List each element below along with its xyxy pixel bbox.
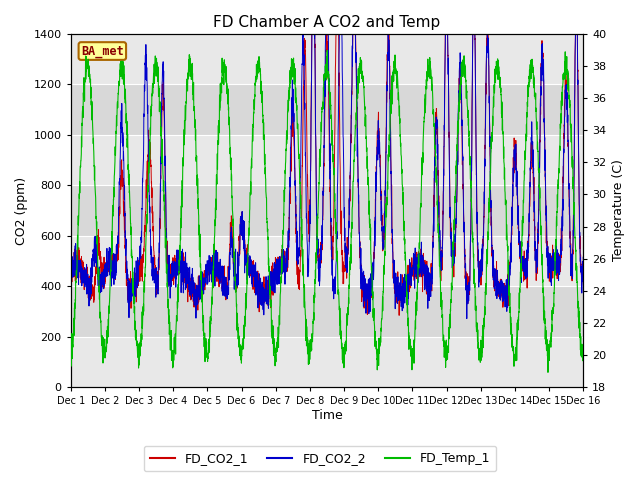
Title: FD Chamber A CO2 and Temp: FD Chamber A CO2 and Temp [213,15,440,30]
Bar [70,135,583,185]
Bar [70,336,583,387]
X-axis label: Time: Time [312,409,342,422]
Bar [70,34,583,84]
Text: BA_met: BA_met [81,45,124,58]
Y-axis label: CO2 (ppm): CO2 (ppm) [15,177,28,244]
Legend: FD_CO2_1, FD_CO2_2, FD_Temp_1: FD_CO2_1, FD_CO2_2, FD_Temp_1 [143,446,497,471]
Y-axis label: Temperature (C): Temperature (C) [612,159,625,262]
Bar [70,236,583,286]
